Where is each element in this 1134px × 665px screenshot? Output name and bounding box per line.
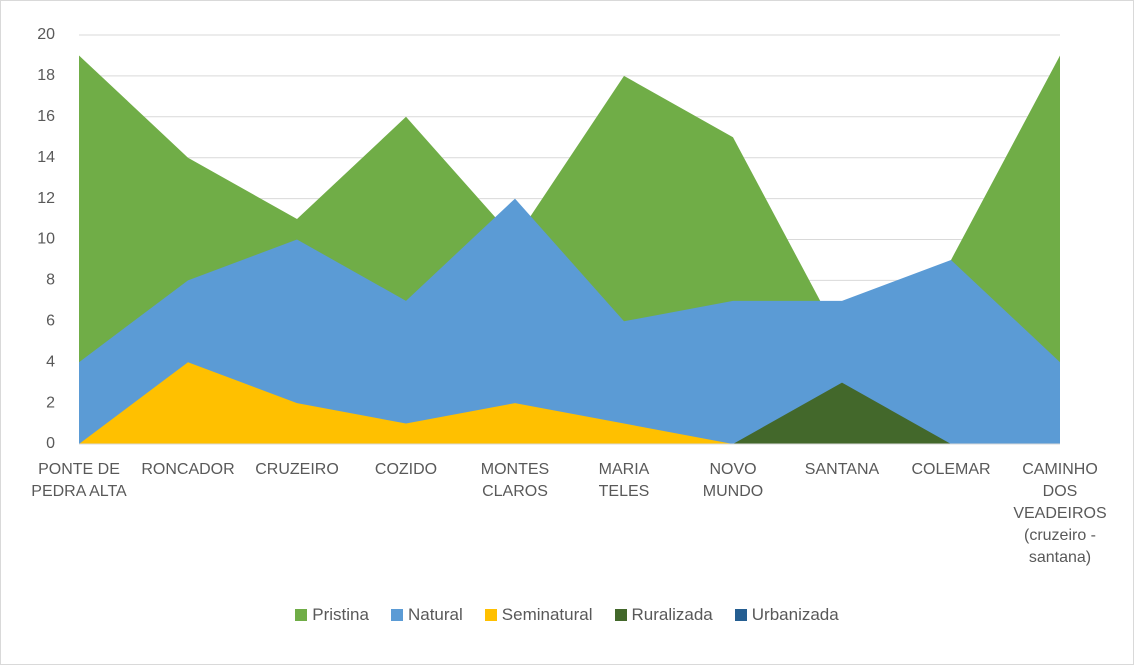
- y-tick-label: 8: [46, 272, 55, 289]
- y-tick-label: 4: [46, 353, 55, 370]
- x-tick-label: PONTE DE PEDRA ALTA: [31, 461, 127, 500]
- legend-item: Pristina: [295, 605, 369, 625]
- legend: Pristina Natural Seminatural Ruralizada Urba…: [0, 605, 1134, 625]
- legend-swatch: [734, 609, 747, 621]
- legend-item: Urbanizada: [734, 605, 839, 625]
- y-tick-label: 2: [46, 394, 55, 411]
- legend-item: Natural: [390, 605, 463, 625]
- y-tick-label: 6: [46, 313, 55, 330]
- legend-swatch: [614, 609, 627, 621]
- x-tick-label: COLEMAR: [911, 461, 991, 478]
- y-tick-label: 12: [37, 190, 55, 207]
- area: [79, 198, 1060, 444]
- x-tick-label: SANTANA: [804, 461, 880, 478]
- legend-label: Ruralizada: [631, 605, 713, 624]
- x-tick-label: MONTES CLAROS: [480, 461, 550, 500]
- y-tick-label: 14: [37, 149, 55, 166]
- legend-swatch: [295, 609, 308, 621]
- legend-label: Natural: [407, 605, 463, 624]
- x-tick-label: CRUZEIRO: [255, 461, 339, 478]
- y-tick-label: 20: [37, 26, 55, 43]
- x-tick-label: COZIDO: [374, 461, 438, 478]
- x-tick-label: RONCADOR: [141, 461, 235, 478]
- legend-swatch: [484, 609, 497, 621]
- legend-item: Ruralizada: [614, 605, 713, 625]
- legend-label: Urbanizada: [751, 605, 839, 624]
- legend-item: Seminatural: [484, 605, 593, 625]
- x-tick-label: MARIA TELES: [598, 461, 650, 500]
- y-tick-label: 18: [37, 67, 55, 84]
- area: [79, 382, 1060, 444]
- area: [79, 362, 1060, 444]
- legend-label: Pristina: [312, 605, 369, 624]
- x-tick-label: CAMINHO DOS VEADEIROS (cruzeiro - santan…: [1013, 461, 1107, 566]
- y-tick-label: 10: [37, 231, 55, 248]
- y-tick-label: 0: [46, 435, 55, 452]
- y-tick-label: 16: [37, 108, 55, 125]
- legend-label: Seminatural: [501, 605, 593, 624]
- x-tick-label: NOVO MUNDO: [702, 461, 764, 500]
- legend-swatch: [390, 609, 403, 621]
